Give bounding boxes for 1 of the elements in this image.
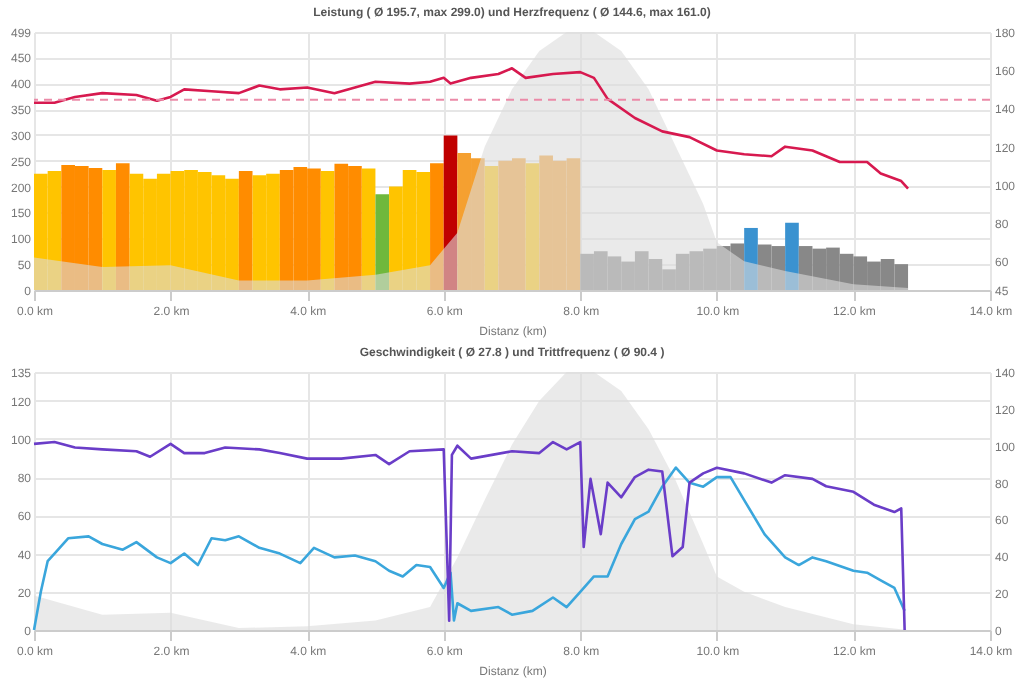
line-series (32, 67, 910, 191)
